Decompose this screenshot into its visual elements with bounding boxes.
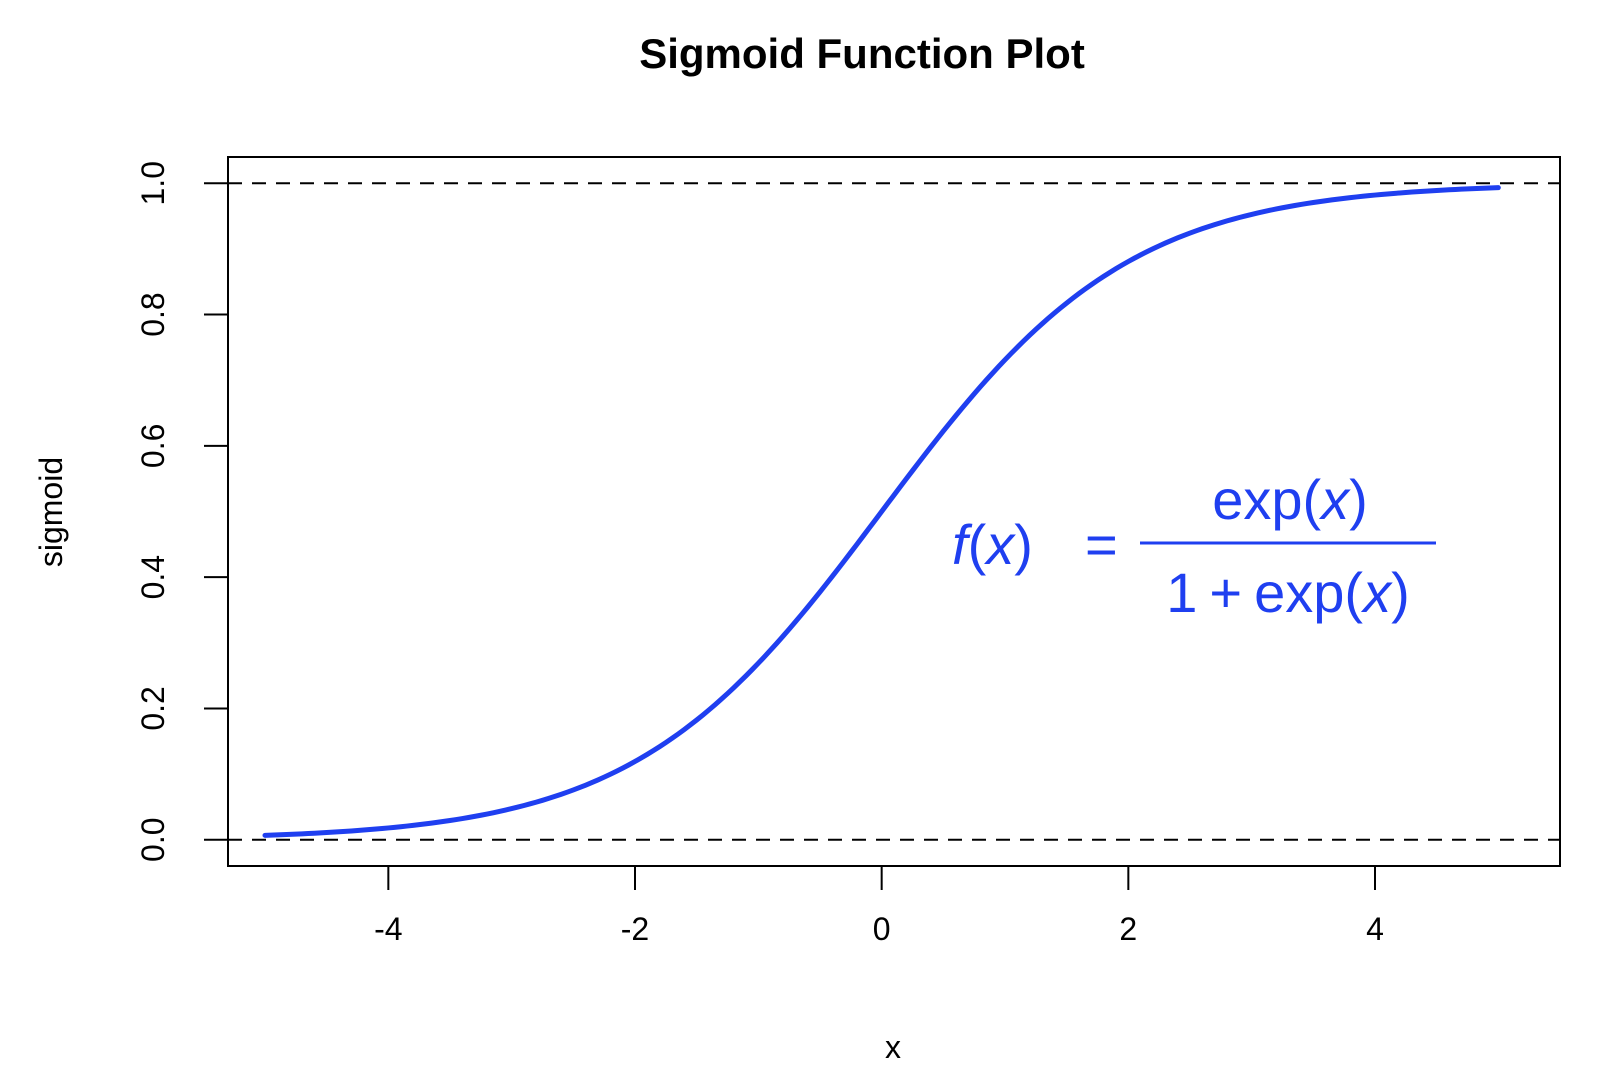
- formula-equals: =: [1085, 513, 1118, 576]
- x-tick-label: -2: [621, 911, 649, 947]
- x-axis-title: x: [885, 1029, 901, 1065]
- series-line-sigmoid: [262, 185, 1501, 838]
- y-tick-label: 0.4: [135, 555, 171, 599]
- chart-title: Sigmoid Function Plot: [639, 30, 1085, 77]
- y-tick-label: 1.0: [135, 161, 171, 205]
- y-tick-label: 0.8: [135, 292, 171, 336]
- y-tick-label: 0.2: [135, 686, 171, 730]
- x-tick-label: -4: [374, 911, 402, 947]
- formula-lhs: f(x): [952, 513, 1033, 576]
- formula-denominator-fn: exp: [1254, 561, 1344, 624]
- formula-lhs-arg: x: [983, 513, 1016, 576]
- formula-denominator-one: 1: [1166, 561, 1197, 624]
- x-tick-label: 2: [1119, 911, 1137, 947]
- formula-lhs-open: (: [968, 513, 987, 576]
- formula-denominator-plus: +: [1209, 561, 1242, 624]
- formula-numerator-fn: exp: [1212, 468, 1302, 531]
- y-axis: 0.0 0.2 0.4 0.6 0.8 1.0: [135, 161, 229, 862]
- y-tick-label: 0.0: [135, 817, 171, 861]
- x-tick-label: 0: [873, 911, 891, 947]
- formula-numerator-arg: x: [1318, 468, 1351, 531]
- series-group: [262, 185, 1501, 838]
- x-axis: -4 -2 0 2 4: [374, 865, 1384, 947]
- y-tick-label: 0.6: [135, 424, 171, 468]
- formula-numerator-open: (: [1302, 468, 1321, 531]
- reference-lines: [228, 182, 1560, 841]
- formula-denominator-close: ): [1391, 561, 1410, 624]
- y-axis-title: sigmoid: [33, 457, 69, 567]
- formula-annotation: f(x) = exp(x) 1 + exp(x): [952, 468, 1436, 624]
- formula-numerator: exp(x): [1212, 468, 1368, 531]
- formula-denominator-open: (: [1344, 561, 1363, 624]
- formula-denominator-arg: x: [1360, 561, 1393, 624]
- formula-lhs-close: ): [1014, 513, 1033, 576]
- x-tick-label: 4: [1366, 911, 1384, 947]
- formula-denominator: 1 + exp(x): [1166, 561, 1409, 624]
- formula-numerator-close: ): [1349, 468, 1368, 531]
